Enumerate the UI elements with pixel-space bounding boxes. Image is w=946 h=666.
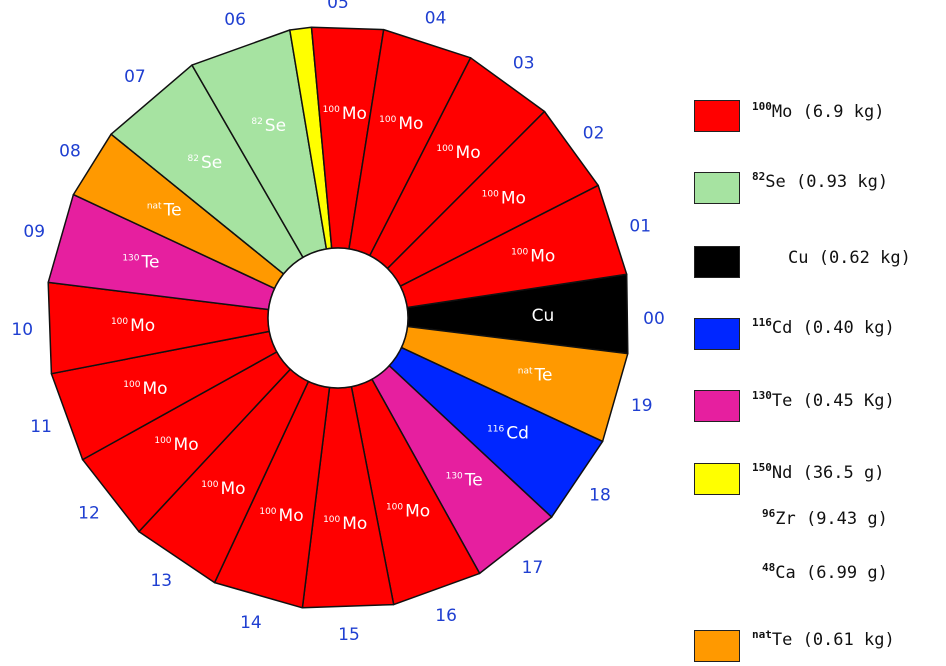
sector-number-11: 11 bbox=[30, 417, 52, 437]
sector-number-17: 17 bbox=[522, 558, 544, 578]
sector-label-04: 100 Mo bbox=[379, 114, 423, 134]
sector-label-08: nat Te bbox=[147, 200, 182, 220]
sector-number-01: 01 bbox=[629, 217, 651, 237]
sector-number-02: 02 bbox=[583, 123, 605, 143]
sector-label-16: 100 Mo bbox=[386, 502, 430, 522]
sector-label-09: 130 Te bbox=[122, 253, 159, 273]
sector-label-01: 100 Mo bbox=[511, 246, 555, 266]
sector-number-05: 05 bbox=[327, 0, 349, 13]
sector-number-10: 10 bbox=[11, 320, 33, 340]
sector-number-13: 13 bbox=[150, 571, 172, 591]
sector-number-08: 08 bbox=[59, 142, 81, 162]
sector-label-14: 100 Mo bbox=[259, 506, 303, 526]
sector-number-15: 15 bbox=[338, 625, 360, 645]
sector-label-18: 116 Cd bbox=[487, 424, 529, 444]
sector-label-10: 100 Mo bbox=[111, 316, 155, 336]
sector-label-17: 130 Te bbox=[446, 471, 483, 491]
sector-label-11: 100 Mo bbox=[123, 379, 167, 399]
sector-number-07: 07 bbox=[124, 67, 146, 87]
sector-number-04: 04 bbox=[425, 9, 447, 29]
sector-label-05: 100 Mo bbox=[323, 104, 367, 124]
sector-number-12: 12 bbox=[78, 504, 100, 524]
sector-label-02: 100 Mo bbox=[482, 189, 526, 209]
sector-label-07: 82 Se bbox=[188, 153, 223, 173]
sector-divider-dotted bbox=[110, 133, 284, 275]
sector-label-03: 100 Mo bbox=[436, 143, 480, 163]
sector-number-06: 06 bbox=[224, 10, 246, 30]
sector-label-06: 82 Se bbox=[251, 116, 286, 136]
sector-number-18: 18 bbox=[589, 486, 611, 506]
sector-number-03: 03 bbox=[513, 53, 535, 73]
sector-number-16: 16 bbox=[435, 606, 457, 626]
sector-label-13: 100 Mo bbox=[201, 479, 245, 499]
sector-label-00: Cu bbox=[532, 306, 555, 326]
sector-number-00: 00 bbox=[643, 309, 665, 329]
sector-label-15: 100 Mo bbox=[323, 514, 367, 534]
center-hole bbox=[267, 247, 409, 389]
sector-label-12: 100 Mo bbox=[154, 435, 198, 455]
sector-number-19: 19 bbox=[631, 396, 653, 416]
sector-label-19: nat Te bbox=[518, 366, 553, 386]
sector-number-09: 09 bbox=[23, 222, 45, 242]
sector-number-14: 14 bbox=[240, 613, 262, 633]
